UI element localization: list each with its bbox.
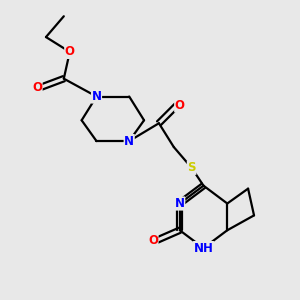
Text: S: S [188,161,196,174]
Text: O: O [65,45,75,58]
Text: O: O [175,99,185,112]
Text: N: N [175,197,185,210]
Text: O: O [148,234,158,247]
Text: N: N [92,90,101,103]
Text: O: O [32,81,42,94]
Text: N: N [124,135,134,148]
Text: NH: NH [194,242,213,255]
